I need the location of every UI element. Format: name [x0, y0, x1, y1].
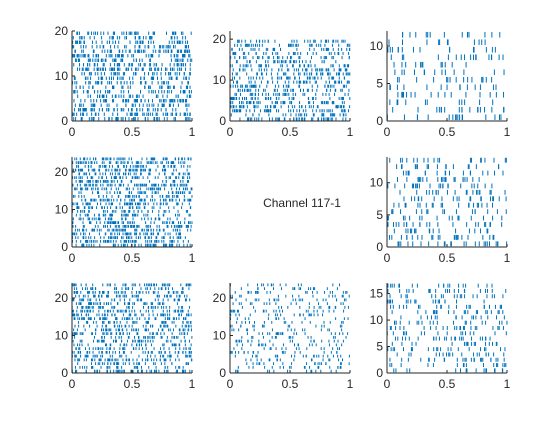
x-tick-label: 1 [189, 251, 196, 265]
y-tick-label: 10 [55, 329, 69, 343]
x-tick-label: 0.5 [282, 377, 299, 391]
center-label: Channel 117-1 [263, 196, 341, 210]
y-tick-label: 0 [61, 240, 68, 254]
y-tick-label: 20 [213, 291, 227, 305]
x-tick-label: 0.5 [439, 251, 456, 265]
y-tick-label: 0 [61, 114, 68, 128]
x-tick-label: 0 [227, 377, 234, 391]
x-tick-label: 0 [69, 377, 76, 391]
x-tick-label: 1 [504, 125, 511, 139]
y-tick-label: 10 [370, 176, 384, 190]
y-tick-label: 20 [213, 32, 227, 46]
x-tick-label: 0 [227, 125, 234, 139]
x-tick-label: 0.5 [124, 251, 141, 265]
x-tick-label: 1 [189, 377, 196, 391]
x-tick-label: 0 [69, 125, 76, 139]
y-tick-label: 10 [370, 39, 384, 53]
y-tick-label: 10 [213, 73, 227, 87]
y-tick-label: 20 [55, 24, 69, 38]
y-tick-label: 20 [55, 165, 69, 179]
y-tick-label: 20 [55, 291, 69, 305]
x-tick-label: 0 [69, 251, 76, 265]
x-tick-label: 1 [347, 125, 354, 139]
y-tick-label: 10 [213, 329, 227, 343]
y-tick-label: 0 [376, 240, 383, 254]
y-tick-label: 5 [376, 208, 383, 222]
y-tick-label: 0 [219, 366, 226, 380]
y-tick-label: 5 [376, 77, 383, 91]
y-tick-label: 0 [219, 114, 226, 128]
x-tick-label: 0.5 [124, 377, 141, 391]
x-tick-label: 0.5 [282, 125, 299, 139]
y-tick-label: 10 [55, 203, 69, 217]
x-tick-label: 0.5 [124, 125, 141, 139]
x-tick-label: 1 [189, 125, 196, 139]
x-tick-label: 0 [384, 125, 391, 139]
y-tick-label: 0 [61, 366, 68, 380]
y-tick-label: 0 [376, 114, 383, 128]
y-tick-label: 10 [55, 69, 69, 83]
x-tick-label: 1 [347, 377, 354, 391]
x-tick-label: 1 [504, 251, 511, 265]
x-tick-label: 0 [384, 251, 391, 265]
x-tick-label: 0.5 [439, 125, 456, 139]
